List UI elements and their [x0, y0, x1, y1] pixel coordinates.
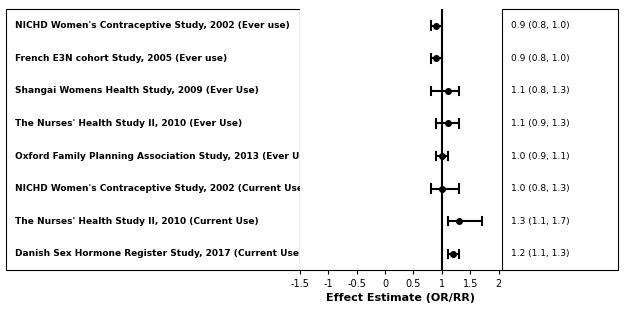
Text: 1.0 (0.8, 1.3): 1.0 (0.8, 1.3) [511, 184, 570, 193]
FancyBboxPatch shape [502, 9, 618, 270]
Text: French E3N cohort Study, 2005 (Ever use): French E3N cohort Study, 2005 (Ever use) [15, 54, 227, 63]
Text: 1.2 (1.1, 1.3): 1.2 (1.1, 1.3) [511, 249, 569, 258]
X-axis label: Effect Estimate (OR/RR): Effect Estimate (OR/RR) [326, 293, 475, 303]
Text: Danish Sex Hormone Register Study, 2017 (Current Use): Danish Sex Hormone Register Study, 2017 … [15, 249, 303, 258]
Text: 1.0 (0.9, 1.1): 1.0 (0.9, 1.1) [511, 152, 570, 160]
Text: 1.1 (0.9, 1.3): 1.1 (0.9, 1.3) [511, 119, 570, 128]
Text: 0.9 (0.8, 1.0): 0.9 (0.8, 1.0) [511, 54, 570, 63]
Text: 1.3 (1.1, 1.7): 1.3 (1.1, 1.7) [511, 217, 570, 226]
Text: 1.1 (0.8, 1.3): 1.1 (0.8, 1.3) [511, 86, 570, 95]
Text: The Nurses' Health Study II, 2010 (Ever Use): The Nurses' Health Study II, 2010 (Ever … [15, 119, 242, 128]
Text: NICHD Women's Contraceptive Study, 2002 (Ever use): NICHD Women's Contraceptive Study, 2002 … [15, 21, 290, 30]
Text: 0.9 (0.8, 1.0): 0.9 (0.8, 1.0) [511, 21, 570, 30]
Text: Shangai Womens Health Study, 2009 (Ever Use): Shangai Womens Health Study, 2009 (Ever … [15, 86, 259, 95]
FancyBboxPatch shape [6, 9, 300, 270]
Text: The Nurses' Health Study II, 2010 (Current Use): The Nurses' Health Study II, 2010 (Curre… [15, 217, 259, 226]
Text: Oxford Family Planning Association Study, 2013 (Ever Use): Oxford Family Planning Association Study… [15, 152, 315, 160]
Text: NICHD Women's Contraceptive Study, 2002 (Current Use): NICHD Women's Contraceptive Study, 2002 … [15, 184, 307, 193]
